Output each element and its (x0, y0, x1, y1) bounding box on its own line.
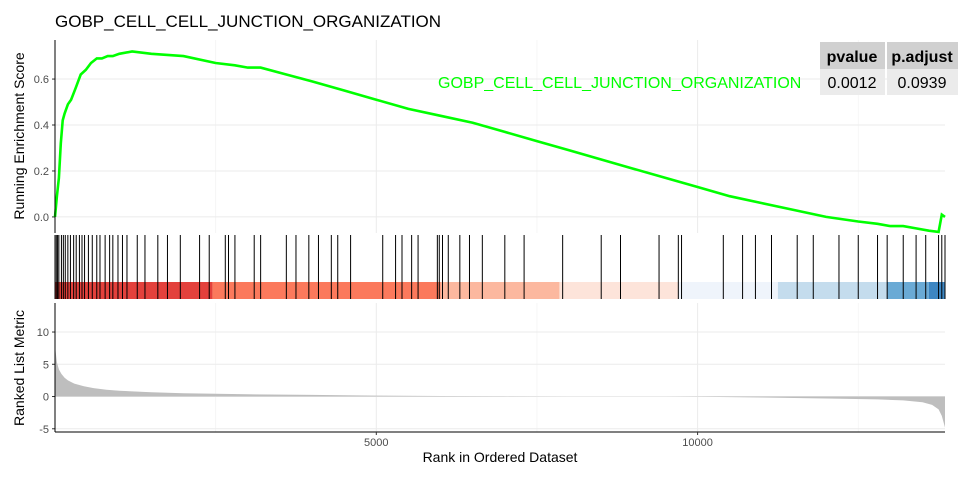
table-body-cell (887, 69, 958, 95)
rank-color-strip (55, 282, 945, 299)
y-tick-label: 0.6 (34, 74, 49, 86)
enrichment-grid (55, 40, 945, 233)
x-tick-label: 5000 (364, 437, 388, 449)
stats-table: pvalue p.adjust 0.0012 0.0939 (820, 42, 958, 95)
enrichment-panel: 0.0 0.2 0.4 0.6 Running Enrichment Score GO… (11, 40, 958, 234)
rank-strip-segment (678, 282, 778, 299)
rank-strip-segment (777, 282, 888, 299)
y-tick-label: 0 (43, 392, 49, 404)
y-tick-label: 10 (37, 327, 49, 339)
table-value-pvalue: 0.0012 (828, 75, 877, 92)
gene-hit-ticks (55, 235, 946, 299)
rank-strip-segment (440, 282, 560, 299)
y-tick-label: 5 (43, 359, 49, 371)
table-header-cell (820, 42, 885, 69)
x-tick-label: 10000 (682, 437, 713, 449)
series-legend-label: GOBP_CELL_CELL_JUNCTION_ORGANIZATION (438, 75, 801, 92)
y-tick-label: 0.2 (34, 166, 49, 178)
enrichment-y-ticks: 0.0 0.2 0.4 0.6 (34, 74, 55, 224)
ranked-metric-y-ticks: -5 0 5 10 (37, 327, 55, 436)
x-axis-ticks: 5000 10000 (364, 432, 713, 449)
enrichment-score-line (53, 50, 946, 234)
ranked-metric-y-label: Ranked List Metric (11, 310, 27, 426)
rank-strip-segment (928, 282, 945, 299)
x-axis-label: Rank in Ordered Dataset (423, 449, 578, 465)
table-header-padjust: p.adjust (891, 49, 953, 66)
rank-strip-segment (212, 282, 441, 299)
ranked-metric-panel: -5 0 5 10 5000 10000 Ranked List Metric Rank… (11, 303, 945, 465)
table-value-padjust: 0.0939 (898, 75, 947, 92)
y-tick-label: 0.4 (34, 120, 49, 132)
chart-title: GOBP_CELL_CELL_JUNCTION_ORGANIZATION (55, 12, 441, 31)
table-body-cell (820, 69, 885, 95)
rank-strip-segment (55, 282, 213, 299)
rank-strip-segment (559, 282, 679, 299)
ranked-metric-grid (55, 303, 945, 432)
rank-strip-segment (887, 282, 929, 299)
y-tick-label: 0.0 (34, 212, 49, 224)
y-tick-label: -5 (39, 424, 49, 436)
hits-panel (54, 235, 946, 299)
table-header-cell (887, 42, 958, 69)
table-header-pvalue: pvalue (827, 49, 878, 66)
enrichment-y-label: Running Enrichment Score (11, 52, 27, 220)
ranked-metric-area (55, 343, 945, 428)
